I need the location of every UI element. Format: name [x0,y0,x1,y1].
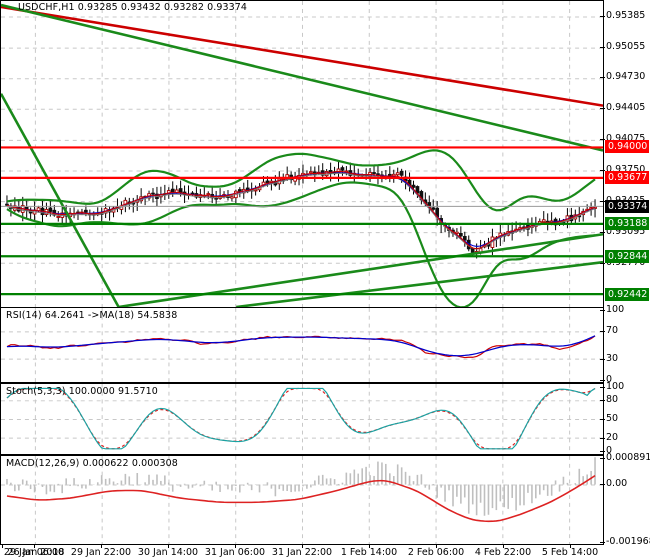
time-label-0: 26 Jan 2018 [7,547,65,558]
price-label-support-5[interactable]: 0.92442 [605,287,649,301]
stochastic-legend: Stoch(5,3,3) 100.0000 91.5710 [6,386,158,397]
time-tick-mark [34,545,35,548]
time-tick-mark [2,545,3,548]
price-plot [1,1,603,307]
macd-tick-2: -0.001968 [606,536,650,547]
scale-tick-mark [600,46,605,48]
scale-tick-mark [600,484,605,486]
time-tick-mark [168,545,169,548]
time-label-3: 30 Jan 14:00 [137,547,199,558]
scale-tick-mark [600,139,605,141]
macd-plot [1,456,603,544]
rsi-tick-1: 70 [606,325,619,336]
price-tick-2: 0.94730 [606,71,646,83]
price-tick-5: 0.93750 [606,164,646,176]
time-label-2: 29 Jan 22:00 [70,547,132,558]
scale-tick-mark [600,387,605,388]
scale-tick-mark [600,200,605,202]
scale-tick-mark [600,77,605,79]
rsi-panel[interactable]: RSI(14) 64.2641 ->MA(18) 54.5838 [0,307,604,383]
scale-tick-mark [600,380,605,381]
scale-tick-mark [600,458,605,459]
price-label-resistance-0[interactable]: 0.94000 [605,140,649,154]
time-tick-mark [101,545,102,548]
stoch-tick-2: 50 [606,413,619,424]
scale-tick-mark [600,438,605,440]
time-label-8: 4 Feb 22:00 [474,547,532,558]
price-tick-1: 0.95055 [606,40,646,52]
scale-tick-mark [600,231,605,233]
time-label-4: 31 Jan 06:00 [204,547,266,558]
scale-tick-mark [600,262,605,264]
time-tick-mark [302,545,303,548]
price-chart-panel[interactable]: USDCHF,H1 0.93285 0.93432 0.93282 0.9337… [0,0,604,307]
stoch-tick-3: 20 [606,432,619,444]
price-tick-0: 0.95385 [606,9,646,21]
price-tick-7: 0.93095 [606,225,646,237]
axis-separator [0,544,604,545]
time-tick-mark [503,545,504,548]
scale-tick-mark [600,310,605,311]
time-label-1: 29 Jan 06:00 [3,547,65,558]
rsi-tick-0: 100 [606,304,625,315]
scale-tick-mark [600,359,605,360]
time-axis: 26 Jan 2018 29 Jan 06:00 29 Jan 22:00 30 Ja… [0,545,650,560]
scale-tick-mark [600,419,605,420]
scale-tick-mark [600,399,605,401]
scale-tick-mark [600,331,605,332]
scale-tick-mark [600,170,605,172]
time-tick-mark [369,545,370,548]
time-tick-mark [570,545,571,548]
stoch-tick-0: 100 [606,381,625,392]
time-tick-mark [436,545,437,548]
stoch-tick-1: 80 [606,393,619,405]
price-scale[interactable]: 0.95385 0.95055 0.94730 0.94405 0.94075 0.937… [600,0,650,547]
rsi-tick-2: 30 [606,353,619,364]
price-label-support-4[interactable]: 0.92844 [605,249,649,263]
scale-tick-mark [600,108,605,110]
price-tick-4: 0.94075 [606,133,646,145]
scale-tick-mark [600,15,605,17]
rsi-tick-3: 0 [606,374,613,385]
macd-legend: MACD(12,26,9) 0.000622 0.000308 [6,458,178,469]
price-tick-3: 0.94405 [606,102,646,114]
price-label-support-3[interactable]: 0.93188 [605,217,649,231]
price-legend: USDCHF,H1 0.93285 0.93432 0.93282 0.9337… [18,2,248,13]
stoch-tick-4: 0 [606,445,613,456]
scale-tick-mark [600,542,605,543]
macd-panel[interactable]: MACD(12,26,9) 0.000622 0.000308 [0,455,604,545]
time-label-9: 5 Feb 14:00 [541,547,599,558]
scale-tick-mark [600,451,605,452]
macd-tick-0: 0.000891 [606,452,650,463]
stochastic-panel[interactable]: Stoch(5,3,3) 100.0000 91.5710 [0,383,604,455]
time-label-5: 31 Jan 22:00 [271,547,333,558]
price-label-current-2[interactable]: 0.93374 [605,199,649,213]
rsi-plot [1,308,603,382]
time-label-7: 2 Feb 06:00 [407,547,465,558]
time-label-6: 1 Feb 14:00 [340,547,398,558]
stochastic-plot [1,384,603,454]
time-tick-mark [235,545,236,548]
macd-tick-1: 0.00 [606,478,628,490]
price-label-resistance-1[interactable]: 0.93677 [605,170,649,184]
rsi-legend: RSI(14) 64.2641 ->MA(18) 54.5838 [6,310,178,321]
